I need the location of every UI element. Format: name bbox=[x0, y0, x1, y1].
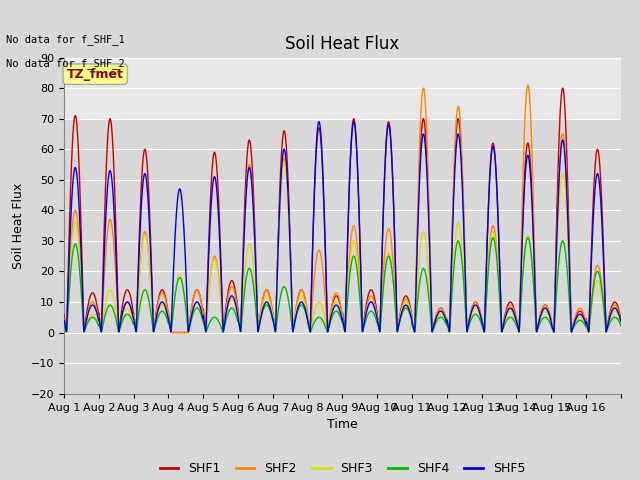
SHF4 bbox=[220, 329, 227, 335]
SHF5 bbox=[550, 329, 557, 335]
SHF4 bbox=[511, 318, 518, 324]
SHF2 bbox=[60, 316, 68, 322]
Line: SHF1: SHF1 bbox=[64, 88, 621, 333]
Text: No data for f_SHF_2: No data for f_SHF_2 bbox=[6, 58, 125, 69]
SHF3 bbox=[116, 325, 124, 331]
SHF1 bbox=[116, 323, 124, 328]
SHF2 bbox=[376, 328, 384, 334]
SHF3 bbox=[376, 325, 384, 331]
SHF1 bbox=[559, 85, 566, 91]
SHF4 bbox=[489, 235, 497, 240]
SHF2 bbox=[167, 330, 175, 336]
SHF3 bbox=[236, 324, 244, 329]
Y-axis label: Soil Heat Flux: Soil Heat Flux bbox=[12, 182, 25, 269]
Text: No data for f_SHF_1: No data for f_SHF_1 bbox=[6, 34, 125, 45]
SHF5 bbox=[236, 324, 244, 330]
SHF5 bbox=[609, 306, 617, 312]
SHF5 bbox=[60, 317, 68, 323]
SHF1 bbox=[542, 302, 550, 308]
Line: SHF4: SHF4 bbox=[64, 238, 621, 332]
SHF2 bbox=[524, 82, 532, 88]
SHF5 bbox=[116, 324, 124, 330]
SHF2 bbox=[609, 303, 617, 309]
SHF2 bbox=[542, 302, 550, 308]
SHF3 bbox=[324, 329, 332, 335]
SHF3 bbox=[511, 314, 518, 320]
SHF1 bbox=[236, 324, 244, 330]
SHF5 bbox=[542, 305, 550, 311]
SHF1 bbox=[60, 312, 68, 317]
SHF1 bbox=[617, 316, 625, 322]
SHF3 bbox=[280, 158, 288, 164]
Text: TZ_fmet: TZ_fmet bbox=[67, 68, 124, 81]
Line: SHF3: SHF3 bbox=[64, 161, 621, 332]
SHF3 bbox=[542, 309, 550, 314]
SHF1 bbox=[376, 327, 384, 333]
SHF5 bbox=[315, 119, 323, 125]
SHF2 bbox=[116, 324, 124, 330]
SHF4 bbox=[116, 326, 124, 332]
SHF5 bbox=[376, 327, 384, 333]
Line: SHF5: SHF5 bbox=[64, 122, 621, 332]
SHF2 bbox=[510, 309, 518, 314]
SHF1 bbox=[167, 330, 175, 336]
SHF4 bbox=[617, 323, 625, 328]
SHF3 bbox=[617, 320, 625, 326]
SHF3 bbox=[60, 321, 68, 327]
SHF1 bbox=[510, 306, 518, 312]
SHF2 bbox=[617, 317, 625, 323]
SHF3 bbox=[609, 309, 617, 315]
Line: SHF2: SHF2 bbox=[64, 85, 621, 333]
SHF2 bbox=[236, 324, 244, 330]
SHF5 bbox=[617, 319, 625, 324]
Title: Soil Heat Flux: Soil Heat Flux bbox=[285, 35, 399, 53]
SHF4 bbox=[236, 326, 244, 332]
SHF4 bbox=[609, 315, 617, 321]
SHF5 bbox=[510, 311, 518, 317]
SHF4 bbox=[60, 323, 68, 328]
SHF4 bbox=[376, 329, 384, 335]
X-axis label: Time: Time bbox=[327, 418, 358, 431]
Legend: SHF1, SHF2, SHF3, SHF4, SHF5: SHF1, SHF2, SHF3, SHF4, SHF5 bbox=[154, 457, 531, 480]
Bar bbox=[64, 58, 621, 119]
SHF4 bbox=[542, 314, 550, 320]
SHF1 bbox=[609, 300, 617, 306]
